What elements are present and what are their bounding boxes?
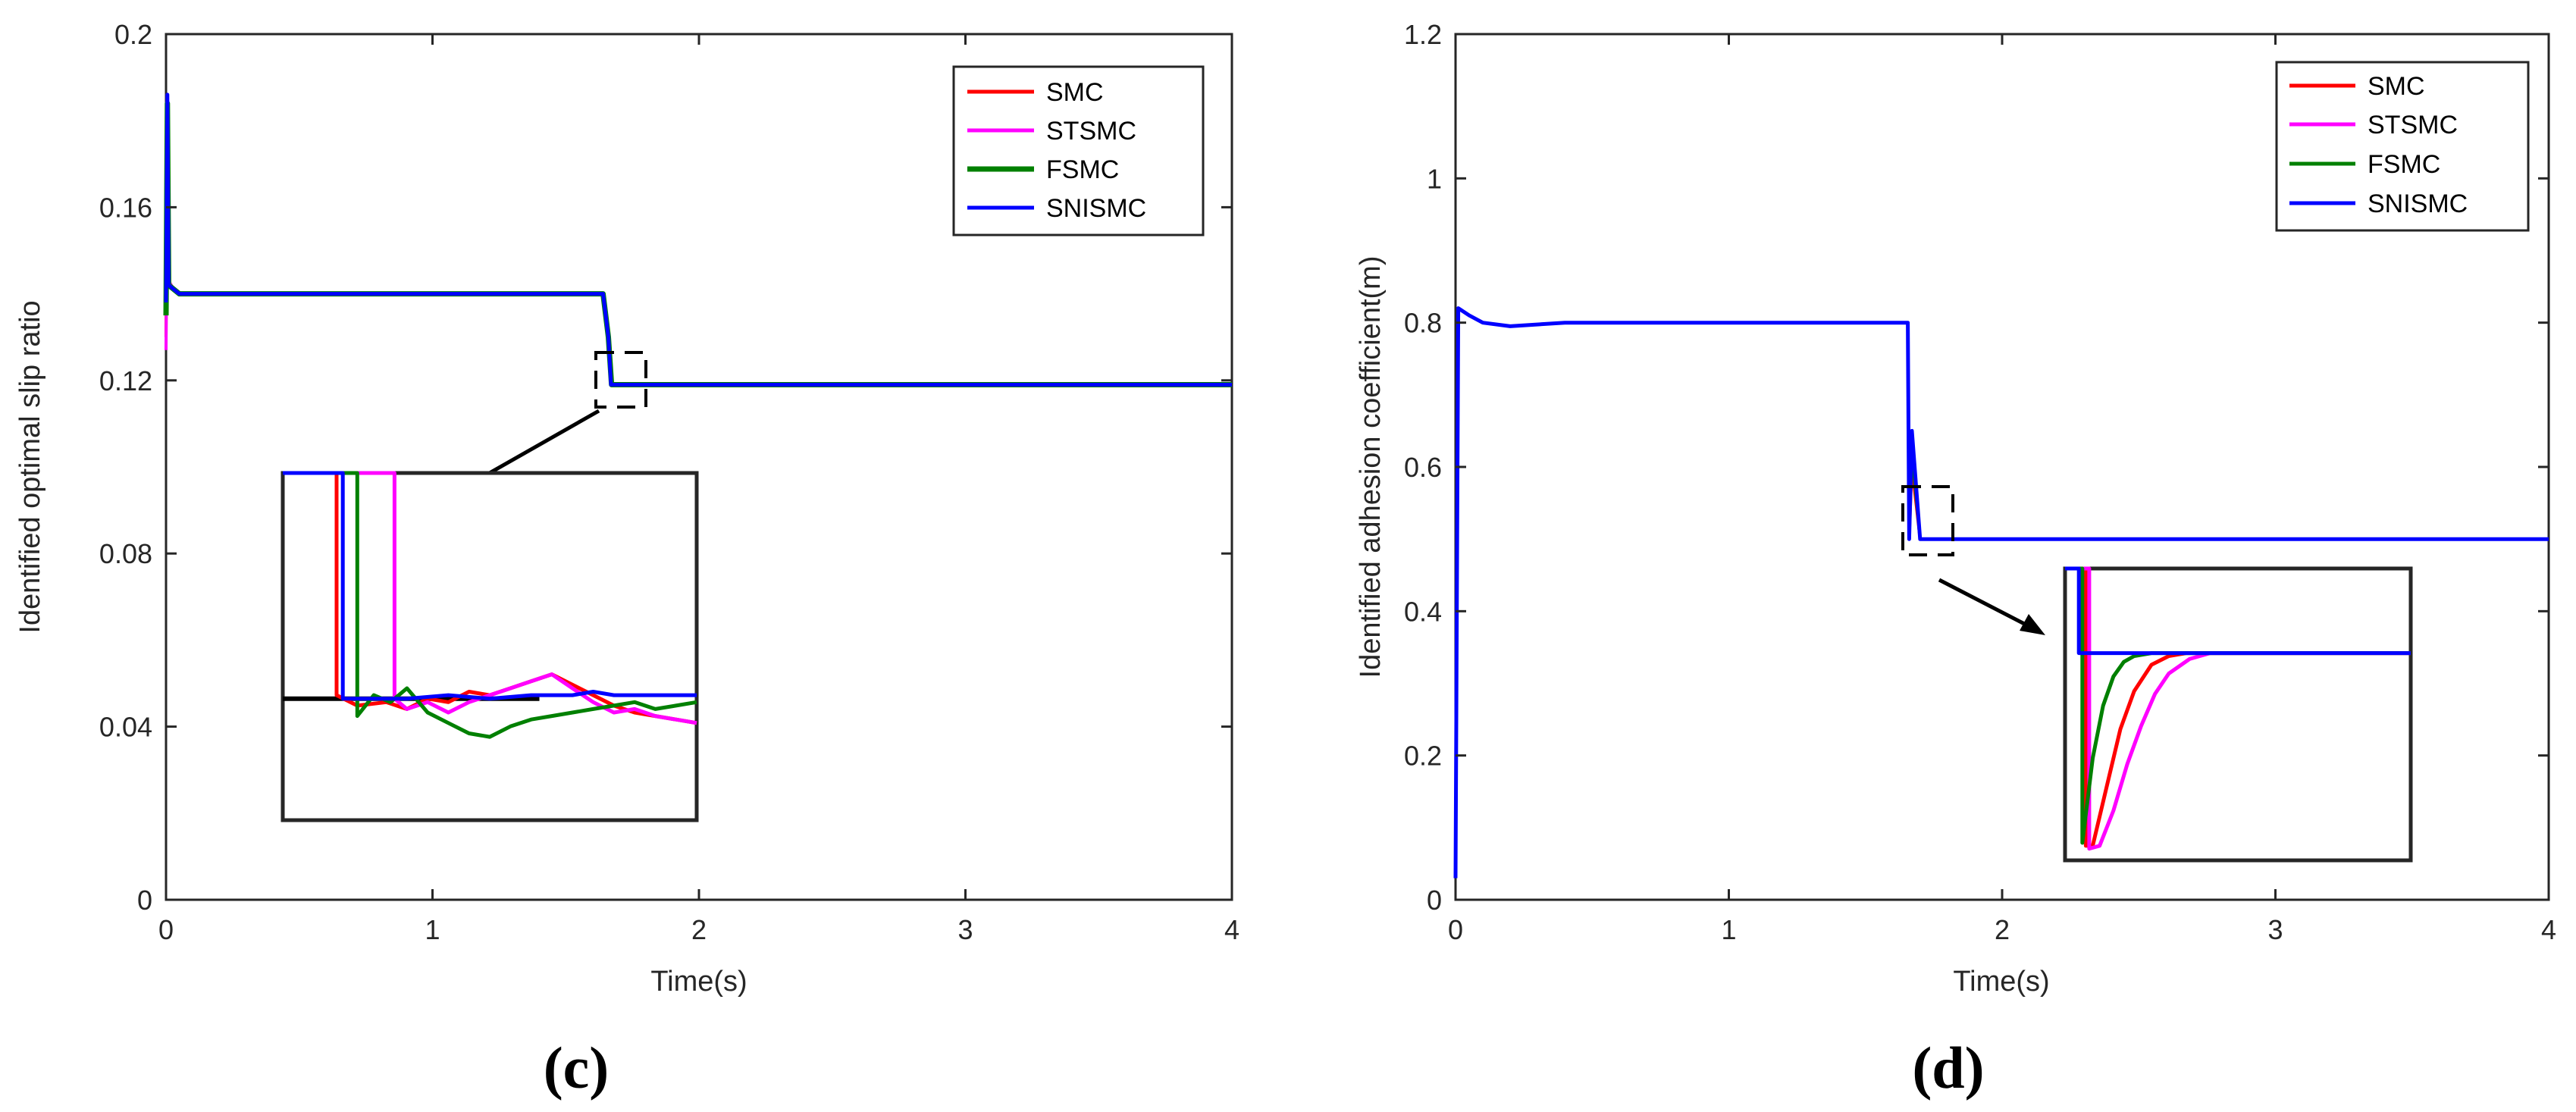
x-tick-label: 3 [957, 914, 973, 945]
legend-label-stsmc: STSMC [1046, 117, 1136, 146]
zoom-arrow [1938, 578, 2035, 631]
chart-c-marks [163, 92, 1232, 387]
legend-label-fsmc: FSMC [1046, 155, 1119, 184]
x-tick-label: 2 [1995, 914, 2010, 945]
y-tick-label: 0 [1427, 885, 1442, 916]
legend: SMC STSMC FSMC SNISMC [2275, 61, 2530, 232]
y-tick-label: 1.2 [1404, 19, 1442, 50]
zoom-box [1901, 485, 1954, 556]
series-line-snismc [164, 92, 1232, 387]
inset-frame [280, 471, 699, 822]
chart-c: 0 1 2 3 4 0 0.04 0.08 0.12 0.16 0.2 SMC STSMC FSMC… [14, 19, 1239, 1101]
legend: SMC STSMC FSMC SNISMC [952, 65, 1205, 236]
inset-series-stsmc [283, 471, 697, 725]
x-tick-label: 4 [1224, 914, 1239, 945]
zoom-arrow-head [2020, 614, 2045, 635]
y-tick-label: 0 [137, 885, 152, 916]
x-tick-label: 0 [1448, 914, 1463, 945]
y-tick-label: 0.04 [99, 712, 152, 743]
y-tick-label: 0.4 [1404, 596, 1442, 627]
chart-d: 0 1 2 3 4 0 0.2 0.4 0.6 0.8 1 1.2 SMC STSMC FSMC SN… [1355, 19, 2556, 1101]
zoom-box [594, 351, 647, 409]
chart-d-ticks: 0 1 2 3 4 0 0.2 0.4 0.6 0.8 1 1.2 [1404, 19, 2556, 945]
y-tick-label: 0.2 [1404, 741, 1442, 772]
y-tick-label: 1 [1427, 163, 1442, 194]
inset-series-fsmc [283, 471, 697, 739]
chart-c-ticks: 0 1 2 3 4 0 0.04 0.08 0.12 0.16 0.2 [99, 19, 1239, 945]
legend-label-snismc: SNISMC [1046, 194, 1146, 223]
y-tick-label: 0.2 [114, 19, 152, 50]
y-axis-label: Identified adhesion coefficient(m) [1355, 256, 1387, 678]
chart-d-inset-marks [2065, 566, 2411, 851]
legend-label-fsmc: FSMC [2368, 150, 2440, 179]
legend-label-stsmc: STSMC [2368, 111, 2458, 139]
x-tick-label: 1 [425, 914, 440, 945]
panel-label-c: (c) [544, 1035, 610, 1101]
x-tick-label: 0 [158, 914, 174, 945]
y-tick-label: 0.8 [1404, 308, 1442, 339]
x-tick-label: 1 [1721, 914, 1736, 945]
x-tick-label: 3 [2267, 914, 2283, 945]
inset-series-snismc [283, 471, 697, 701]
y-axis-label: Identified optimal slip ratio [14, 300, 46, 633]
y-tick-label: 0.12 [99, 365, 152, 396]
y-tick-label: 0.08 [99, 538, 152, 569]
chart-c-inset-marks [283, 471, 697, 739]
x-tick-label: 2 [691, 914, 707, 945]
legend-label-smc: SMC [1046, 78, 1104, 107]
inset-frame [2063, 566, 2413, 863]
inset-series-snismc [2065, 566, 2411, 656]
panel-label-d: (d) [1912, 1035, 1984, 1101]
chart-d-marks [1453, 306, 2549, 879]
x-axis-label: Time(s) [650, 966, 747, 998]
legend-label-smc: SMC [2368, 72, 2425, 101]
legend-label-snismc: SNISMC [2368, 190, 2468, 218]
series-line-snismc [1453, 306, 2549, 879]
y-tick-label: 0.6 [1404, 452, 1442, 483]
x-axis-label: Time(s) [1953, 966, 2049, 998]
x-tick-label: 4 [2541, 914, 2556, 945]
y-tick-label: 0.16 [99, 192, 152, 223]
